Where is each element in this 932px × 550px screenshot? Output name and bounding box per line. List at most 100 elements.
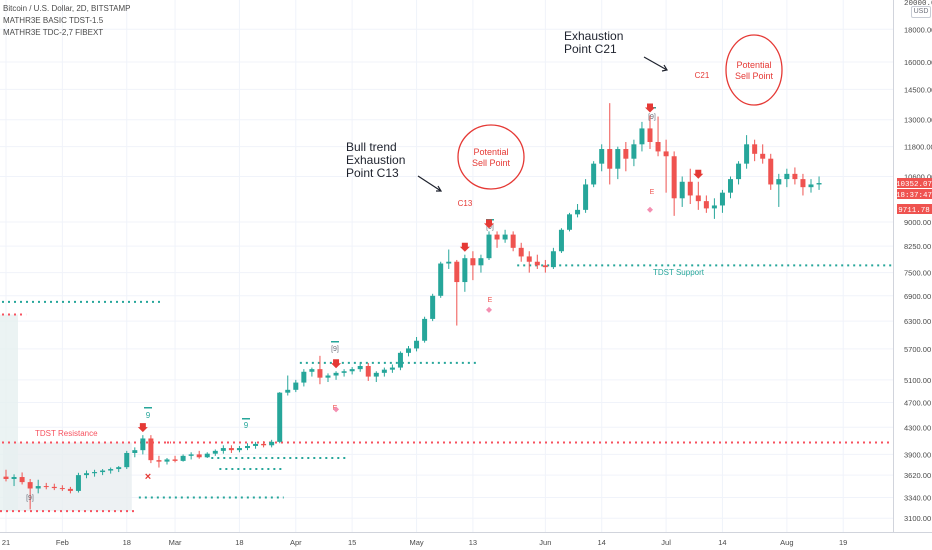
candle-body bbox=[116, 467, 122, 470]
y-tick-label: 10600.00 bbox=[904, 172, 932, 181]
candle-body bbox=[430, 295, 436, 319]
candle-body bbox=[518, 247, 524, 257]
candle-body bbox=[365, 366, 371, 377]
candle-body bbox=[381, 369, 387, 373]
candle-body bbox=[212, 450, 218, 454]
candle-body bbox=[341, 371, 347, 373]
potential-sell-2-line-2: Sell Point bbox=[735, 71, 774, 81]
exhaustion-label-2: Point C21 bbox=[564, 42, 617, 56]
candle-body bbox=[599, 149, 605, 164]
y-tick-label: 3100.00 bbox=[904, 514, 931, 523]
sell-arrow-icon bbox=[645, 103, 655, 113]
count-9-marker-1: 9 bbox=[146, 411, 151, 420]
candle-body bbox=[196, 454, 202, 458]
y-tick-label: 13000.00 bbox=[904, 116, 932, 125]
y-tick-label: 4700.00 bbox=[904, 399, 931, 408]
count-9-boxed-3: [9] bbox=[486, 224, 494, 231]
candle-body bbox=[615, 149, 621, 169]
x-tick-label: 14 bbox=[598, 538, 606, 547]
candle-body bbox=[478, 258, 484, 266]
x-tick-label: Apr bbox=[290, 538, 302, 547]
candle-body bbox=[148, 438, 154, 461]
candle-body bbox=[172, 459, 178, 461]
y-tick-label: 16000.00 bbox=[904, 58, 932, 67]
left-zone bbox=[0, 314, 18, 512]
candle-body bbox=[462, 258, 468, 283]
diamond-marker-icon bbox=[647, 206, 653, 213]
annotations: Bull trend Exhaustion Point C13 Exhausti… bbox=[26, 29, 783, 502]
candle-body bbox=[204, 453, 210, 458]
candle-body bbox=[776, 179, 782, 185]
arrow-to-c13 bbox=[417, 175, 442, 192]
candle-body bbox=[11, 477, 17, 479]
e-marker-3: E bbox=[650, 189, 655, 196]
candle-body bbox=[808, 184, 814, 188]
y-tick-label: 4300.00 bbox=[904, 423, 931, 432]
candlesticks bbox=[3, 103, 822, 510]
candle-body bbox=[140, 438, 146, 451]
indicator-tdc[interactable]: MATHR3E TDC-2,7 FIBEXT bbox=[3, 28, 104, 37]
candle-body bbox=[59, 488, 65, 490]
sell-signal-arrows bbox=[137, 103, 704, 433]
last-price-badge bbox=[897, 178, 932, 188]
candle-body bbox=[623, 149, 629, 159]
other-price-badge bbox=[897, 204, 932, 214]
candle-body bbox=[293, 382, 299, 390]
candle-body bbox=[607, 149, 613, 169]
count-9-boxed-4: [9] bbox=[648, 114, 656, 121]
candle-body bbox=[768, 158, 774, 185]
count-9-bar-1 bbox=[144, 407, 152, 409]
last-price-text: 10352.07 bbox=[896, 181, 932, 189]
candle-body bbox=[639, 128, 645, 145]
y-tick-label: 9000.00 bbox=[904, 218, 931, 227]
arrow-to-c21 bbox=[643, 56, 668, 71]
y-tick-label: 18000.00 bbox=[904, 25, 932, 34]
x-tick-label: 18 bbox=[235, 538, 243, 547]
candle-body bbox=[236, 448, 242, 451]
x-tick-label: 19 bbox=[839, 538, 847, 547]
x-tick-label: May bbox=[409, 538, 423, 547]
countdown-badge bbox=[897, 189, 932, 199]
currency-button[interactable]: USD bbox=[911, 6, 931, 18]
candle-body bbox=[67, 488, 73, 491]
candle-body bbox=[816, 183, 822, 185]
candle-body bbox=[373, 372, 379, 377]
candle-body bbox=[752, 144, 758, 154]
y-tick-label: 5700.00 bbox=[904, 345, 931, 354]
y-tick-label: 8250.00 bbox=[904, 242, 931, 251]
candle-body bbox=[301, 371, 307, 383]
tdst-resistance-label: TDST Resistance bbox=[35, 429, 98, 438]
candle-body bbox=[84, 473, 89, 476]
sell-arrow-icon bbox=[459, 242, 470, 252]
candle-body bbox=[558, 229, 564, 252]
y-tick-label: 6300.00 bbox=[904, 317, 931, 326]
arrow-head-c21 bbox=[661, 64, 668, 72]
sell-arrow-icon bbox=[693, 169, 704, 179]
candle-body bbox=[51, 486, 57, 489]
candle-body bbox=[357, 366, 363, 370]
x-tick-label: 14 bbox=[718, 538, 726, 547]
candle-body bbox=[406, 348, 411, 353]
symbol-title: Bitcoin / U.S. Dollar, 2D, BITSTAMP bbox=[3, 4, 131, 13]
candle-body bbox=[679, 181, 685, 199]
candle-body bbox=[277, 392, 283, 442]
exhaustion-label-1: Exhaustion bbox=[564, 29, 623, 43]
candle-body bbox=[591, 163, 597, 185]
indicator-tdst[interactable]: MATHR3E BASIC TDST-1.5 bbox=[3, 16, 104, 25]
count-9-marker-2: 9 bbox=[244, 421, 249, 430]
candle-body bbox=[542, 265, 548, 268]
y-tick-label: 6900.00 bbox=[904, 292, 931, 301]
candle-body bbox=[575, 209, 581, 215]
candle-body bbox=[156, 460, 162, 462]
candle-body bbox=[711, 205, 717, 209]
candle-body bbox=[760, 153, 766, 159]
bull-trend-label-3: Point C13 bbox=[346, 166, 399, 180]
x-tick-label: Jun bbox=[539, 538, 551, 547]
y-tick-label: 11800.00 bbox=[904, 143, 932, 152]
candle-body bbox=[124, 452, 130, 468]
c21-label: C21 bbox=[695, 71, 710, 80]
x-tick-label: 15 bbox=[348, 538, 356, 547]
y-tick-label: 5100.00 bbox=[904, 376, 931, 385]
candle-body bbox=[744, 144, 750, 164]
